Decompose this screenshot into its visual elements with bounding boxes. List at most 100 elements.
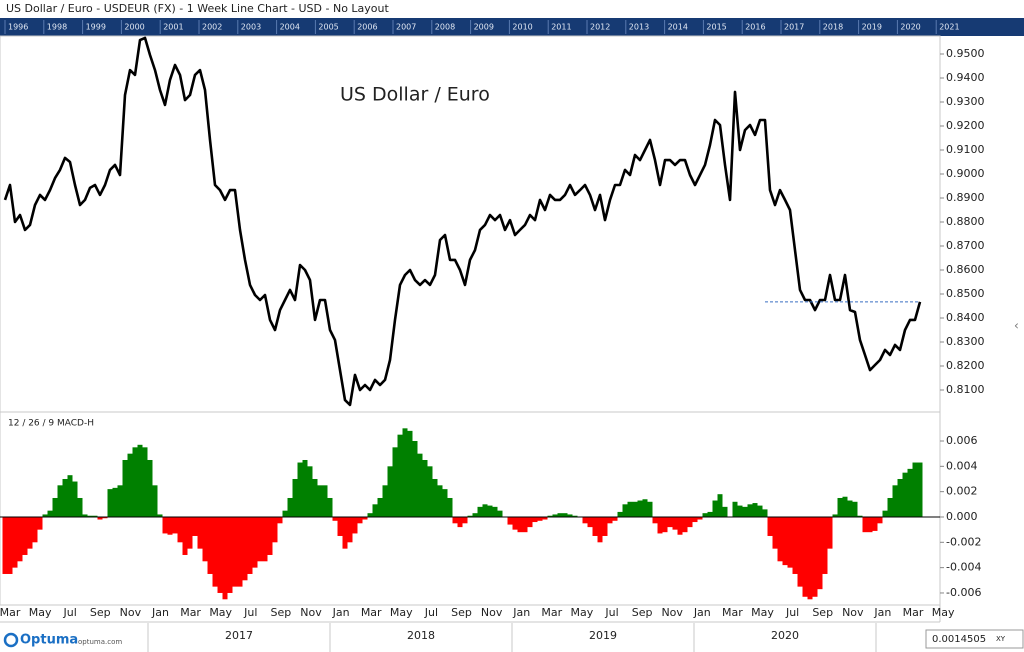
navigator-year: 1996 [8,23,28,32]
macd-bar [892,485,898,517]
macd-bar [162,516,168,534]
year-label: 2019 [589,629,617,642]
macd-bar [177,516,183,543]
collapse-arrow[interactable]: ‹ [1014,319,1019,333]
x-tick-label: Nov [300,606,322,619]
navigator-year: 2007 [396,23,416,32]
macd-bar [537,516,543,521]
x-tick-label: Nov [842,606,864,619]
x-tick-label: Sep [451,606,472,619]
macd-bar [827,516,833,549]
x-tick-label: Mar [361,606,382,619]
x-tick-label: Jan [873,606,891,619]
logo-site: optuma.com [78,638,122,646]
macd-bar [462,516,468,524]
macd-bar [597,516,603,543]
macd-bar [222,516,228,600]
macd-bar [7,516,13,574]
macd-bar [572,515,578,517]
y-tick-label: 0.006 [946,434,978,447]
macd-bar [877,516,883,524]
macd-bar [72,481,78,517]
x-tick-label: Jul [604,606,618,619]
y-tick-label: 0.8300 [946,335,985,348]
macd-bar [492,506,498,517]
y-tick-label: -0.006 [946,586,981,599]
x-tick-label: Mar [722,606,743,619]
y-tick-label: 0.8700 [946,239,985,252]
x-tick-label: Nov [481,606,503,619]
macd-bar [912,462,918,517]
macd-bar [857,515,863,517]
macd-bar [132,447,138,517]
x-tick-label: Jul [63,606,77,619]
macd-bar [372,504,378,517]
y-tick-label: -0.004 [946,561,981,574]
x-tick-label: Sep [90,606,111,619]
macd-bar [822,516,828,574]
y-tick-label: 0.8900 [946,191,985,204]
macd-bar [362,516,368,520]
macd-bar [2,516,8,574]
x-tick-label: May [29,606,52,619]
x-tick-label: Mar [541,606,562,619]
y-tick-label: 0.9500 [946,47,985,60]
x-tick-label: Sep [271,606,292,619]
macd-bar [547,515,553,517]
x-tick-label: Jan [151,606,169,619]
macd-bar [752,503,758,517]
navigator-year: 2002 [202,23,222,32]
macd-bar [627,501,633,517]
macd-bar [557,513,563,517]
logo-text: Optuma [20,633,78,648]
macd-bar [722,506,728,517]
year-label: 2018 [407,629,435,642]
macd-bar [607,516,613,524]
x-tick-label: Sep [812,606,833,619]
macd-bar [212,516,218,587]
macd-bar [247,516,253,574]
macd-bar [77,497,83,517]
macd-bar [497,510,503,517]
macd-bar [102,516,108,519]
macd-bar [447,497,453,517]
macd-bar [582,516,588,524]
macd-bar [242,516,248,581]
chart-title: US Dollar / Euro [340,84,490,106]
macd-bar [107,489,113,517]
y-tick-label: 0.8200 [946,359,985,372]
macd-bar [872,516,878,531]
cursor-mode: XY [996,635,1006,643]
macd-bar [482,504,488,517]
macd-bar [477,506,483,517]
navigator-year: 2012 [590,23,610,32]
navigator-year: 2006 [357,23,377,32]
macd-bar [832,514,838,517]
macd-bar [622,504,628,517]
x-tick-label: Jan [332,606,350,619]
macd-bar [167,516,173,535]
macd-bar [667,516,673,528]
macd-bar [392,447,398,517]
macd-bar [617,511,623,517]
macd-bar [717,494,723,517]
cursor-value: 0.0014505 [932,634,986,645]
macd-bar [82,514,88,517]
navigator-year: 2014 [668,23,688,32]
macd-bar [12,516,18,568]
y-tick-label: 0.8800 [946,215,985,228]
macd-bar [437,485,443,517]
x-tick-label: Jan [512,606,530,619]
macd-bar [907,468,913,517]
year-label: 2017 [225,629,253,642]
macd-bar [227,516,233,593]
macd-bar [257,516,263,562]
macd-bar [357,516,363,524]
y-tick-label: 0.8400 [946,311,985,324]
header-bar [0,0,1024,18]
macd-bar [407,430,413,517]
macd-bar [207,516,213,574]
navigator[interactable]: 1996 1998 1999 2000 2001 2002 2003 2004 2005 2006… [0,18,1024,36]
navigator-year: 2013 [629,23,649,32]
